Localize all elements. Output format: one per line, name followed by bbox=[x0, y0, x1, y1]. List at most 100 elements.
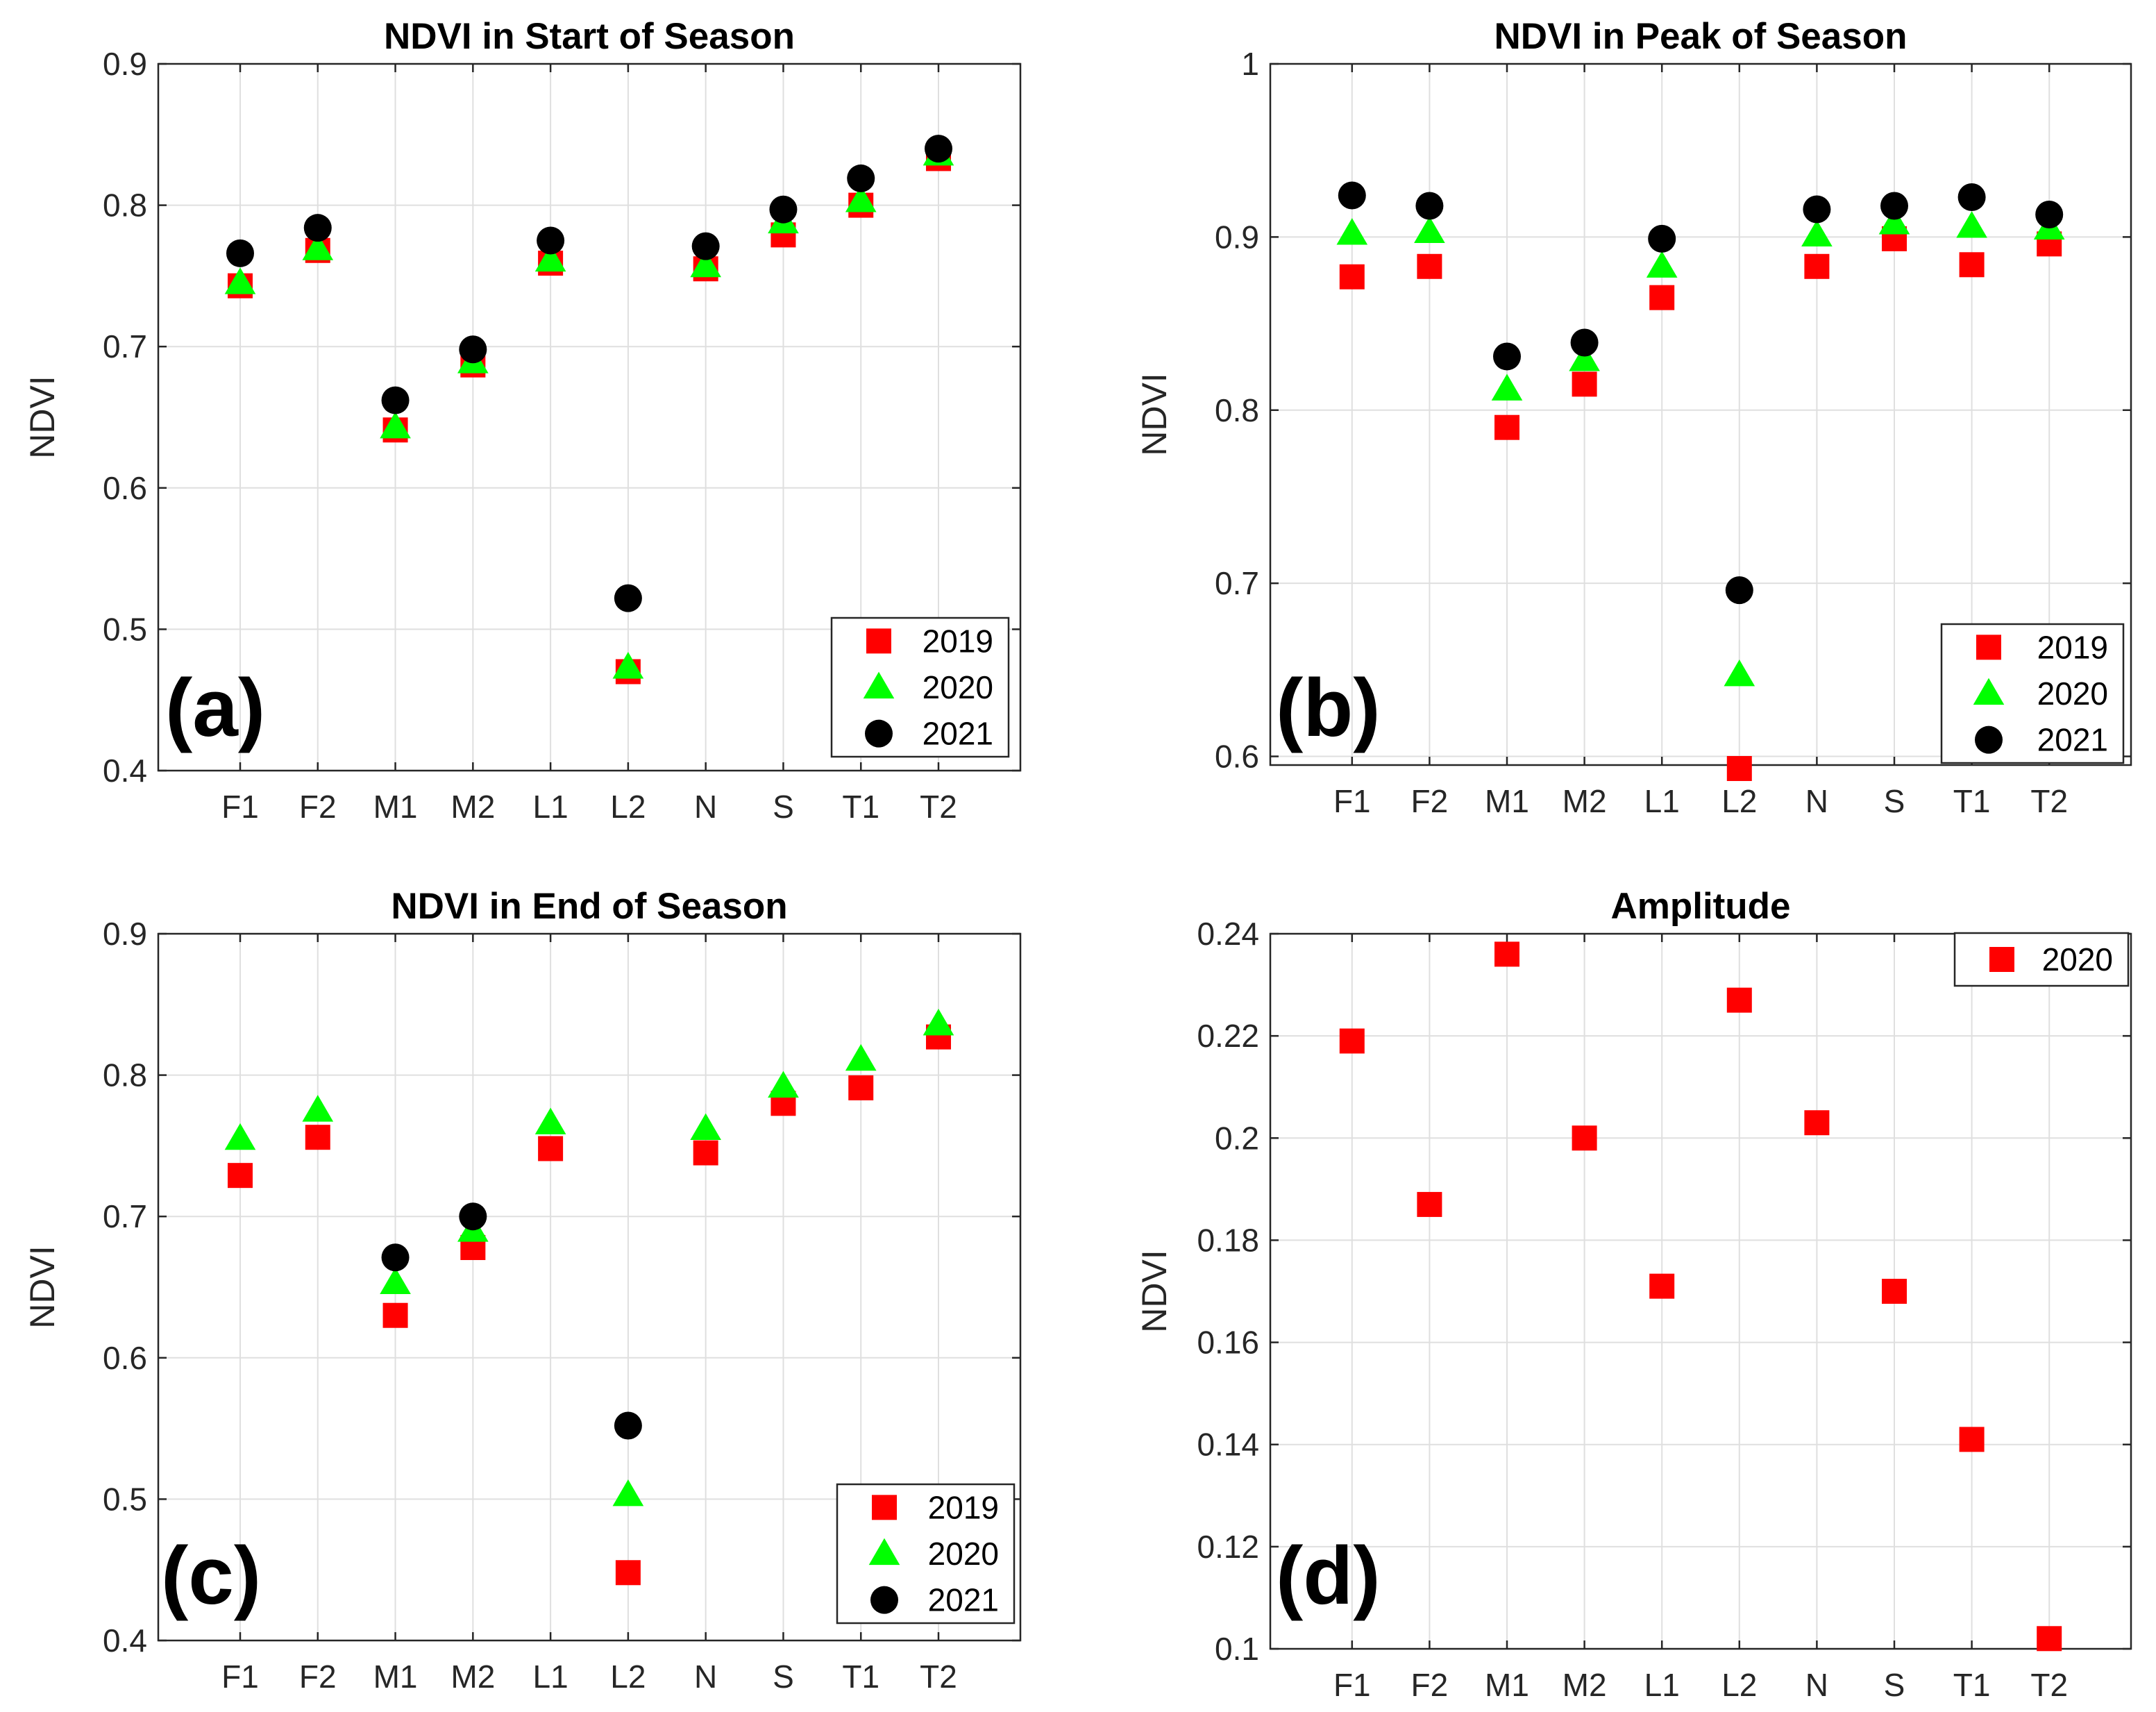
y-tick-label: 0.12 bbox=[1197, 1529, 1259, 1565]
y-tick-label: 0.6 bbox=[103, 1340, 147, 1376]
y-tick-label: 0.6 bbox=[1215, 739, 1259, 775]
y-axis-label: NDVI bbox=[23, 376, 62, 458]
data-point-2021-N bbox=[1803, 195, 1831, 224]
legend-marker-2020 bbox=[1989, 947, 2014, 972]
y-tick-label: 0.7 bbox=[103, 1198, 147, 1234]
data-point-2019-N bbox=[1804, 253, 1830, 279]
x-tick-label: F1 bbox=[1333, 783, 1371, 819]
x-tick-label: T2 bbox=[2030, 1667, 2068, 1703]
data-point-2020-F1 bbox=[224, 267, 256, 294]
legend-label-2021: 2021 bbox=[923, 716, 993, 752]
data-point-2021-M1 bbox=[1493, 342, 1521, 371]
x-tick-label: F2 bbox=[1411, 1667, 1449, 1703]
legend-marker-2019 bbox=[1976, 635, 2001, 660]
data-point-2020-N bbox=[690, 1113, 721, 1141]
x-tick-label: T2 bbox=[920, 789, 957, 825]
data-point-2020-N bbox=[1801, 219, 1833, 246]
y-tick-label: 0.1 bbox=[1215, 1631, 1259, 1667]
x-tick-label: F2 bbox=[299, 1659, 337, 1695]
data-point-2020-F1 bbox=[224, 1123, 256, 1150]
data-point-2019-M1 bbox=[382, 1302, 408, 1328]
data-point-2019-F2 bbox=[305, 1125, 330, 1150]
data-point-2020-M1 bbox=[380, 411, 411, 439]
y-tick-label: 0.6 bbox=[103, 470, 147, 506]
data-point-2020-M1 bbox=[380, 1267, 411, 1294]
data-point-2021-T2 bbox=[2035, 200, 2064, 228]
data-point-2020-M2 bbox=[1569, 344, 1600, 371]
data-point-2019-M2 bbox=[1572, 371, 1597, 397]
legend-label-2020: 2020 bbox=[928, 1536, 999, 1572]
panel-label: (b) bbox=[1276, 662, 1381, 754]
y-axis-label: NDVI bbox=[23, 1245, 62, 1328]
x-tick-label: N bbox=[694, 789, 717, 825]
x-tick-label: T1 bbox=[842, 789, 879, 825]
data-point-2021-L2 bbox=[614, 584, 642, 612]
y-tick-label: 0.9 bbox=[103, 46, 147, 82]
plot-area bbox=[1270, 934, 2131, 1649]
x-tick-label: M2 bbox=[450, 789, 495, 825]
x-tick-label: S bbox=[1884, 783, 1905, 819]
data-point-2020-T2 bbox=[923, 1008, 954, 1036]
x-tick-label: M1 bbox=[1485, 1667, 1529, 1703]
chart-title: NDVI in End of Season bbox=[391, 886, 787, 927]
x-tick-label: S bbox=[773, 789, 794, 825]
y-tick-label: 0.22 bbox=[1197, 1018, 1259, 1054]
data-point-2020-M2 bbox=[1572, 1125, 1597, 1151]
legend-label-2021: 2021 bbox=[928, 1582, 999, 1618]
data-point-2019-F2 bbox=[1417, 253, 1442, 279]
x-tick-label: M2 bbox=[1563, 783, 1607, 819]
x-tick-label: M1 bbox=[373, 789, 418, 825]
y-axis-label: NDVI bbox=[1135, 1250, 1174, 1332]
x-tick-label: M2 bbox=[1563, 1667, 1607, 1703]
legend-marker-2021 bbox=[870, 1586, 898, 1614]
panel-label: (d) bbox=[1276, 1530, 1381, 1622]
axes-box bbox=[1269, 62, 2132, 766]
x-tick-label: M2 bbox=[450, 1659, 495, 1695]
y-tick-label: 0.8 bbox=[1215, 392, 1259, 428]
x-tick-label: L2 bbox=[610, 789, 646, 825]
x-tick-label: L1 bbox=[533, 789, 569, 825]
y-tick-label: 0.4 bbox=[103, 1622, 147, 1659]
chart-title: NDVI in Start of Season bbox=[384, 16, 795, 57]
data-point-2021-L2 bbox=[1725, 576, 1753, 605]
x-tick-label: N bbox=[1805, 783, 1828, 819]
legend-box bbox=[836, 1483, 1016, 1625]
data-point-2021-M2 bbox=[459, 335, 487, 364]
y-tick-label: 1 bbox=[1241, 46, 1259, 82]
data-point-2020-L2 bbox=[1724, 660, 1755, 687]
legend: 2019 2020 2021 bbox=[836, 1483, 1016, 1625]
legend-label-2019: 2019 bbox=[923, 623, 993, 659]
data-point-2020-T1 bbox=[1959, 1427, 1985, 1452]
x-tick-label: N bbox=[694, 1659, 717, 1695]
legend-label-2020: 2020 bbox=[923, 669, 993, 705]
y-tick-label: 0.2 bbox=[1215, 1120, 1259, 1156]
x-tick-label: F2 bbox=[1411, 783, 1449, 819]
data-point-2020-M1 bbox=[1491, 374, 1523, 401]
legend: 2020 bbox=[1953, 932, 2130, 987]
data-point-2020-S bbox=[1878, 208, 1910, 235]
panel-1: F1 F2 M1 M2 L1 L2 N S T1 T2 0.4 0.5 0.6 0.7 0.8 0.9 NDVI… bbox=[23, 16, 1022, 825]
data-point-2019-L1 bbox=[538, 1136, 564, 1161]
legend-marker-2019 bbox=[866, 628, 891, 654]
data-point-2021-F2 bbox=[1415, 192, 1444, 220]
panel-4: F1 F2 M1 M2 L1 L2 N S T1 T2 0.1 0.12 0.14 0.16 0.18 0.2… bbox=[1135, 886, 2132, 1703]
data-point-2020-M1 bbox=[1494, 941, 1519, 967]
data-point-2020-T2 bbox=[2037, 1626, 2062, 1652]
y-axis-label: NDVI bbox=[1135, 373, 1174, 455]
legend-label-2019: 2019 bbox=[2037, 629, 2108, 665]
data-point-2019-T1 bbox=[848, 1075, 874, 1100]
data-point-2020-F2 bbox=[302, 1095, 334, 1122]
data-point-2021-L1 bbox=[1648, 224, 1676, 253]
data-point-2020-T1 bbox=[1956, 211, 1987, 238]
data-point-2020-F2 bbox=[302, 233, 334, 260]
data-point-2019-M1 bbox=[1494, 414, 1519, 440]
x-tick-label: S bbox=[1884, 1667, 1905, 1703]
legend: 2019 2020 2021 bbox=[1940, 623, 2125, 764]
x-tick-label: T1 bbox=[842, 1659, 879, 1695]
data-point-2019-F1 bbox=[1339, 264, 1365, 289]
y-tick-label: 0.4 bbox=[103, 753, 147, 789]
y-tick-label: 0.5 bbox=[103, 611, 147, 647]
data-point-2020-F1 bbox=[1336, 218, 1368, 245]
y-tick-label: 0.9 bbox=[1215, 219, 1259, 255]
